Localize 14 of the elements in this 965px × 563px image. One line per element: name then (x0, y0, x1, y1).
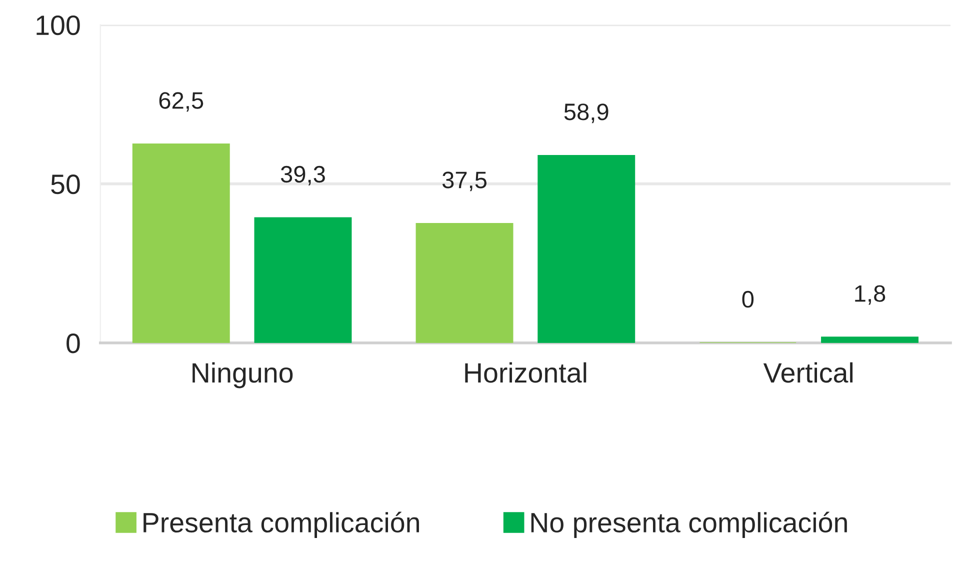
data-label: 58,9 (564, 104, 608, 124)
data-label: 1,8 (855, 285, 886, 305)
data-label: 39,3 (280, 166, 325, 186)
data-label: 0 (742, 290, 754, 308)
y-tick-label: 100 (36, 15, 80, 36)
y-tick-label: 50 (51, 174, 80, 194)
data-label: 37,5 (442, 172, 487, 192)
y-tick-label: 0 (66, 334, 80, 354)
data-label: 62,5 (159, 92, 204, 112)
legend-label: No presenta complicación (531, 512, 847, 538)
x-tick-label: Vertical (763, 362, 853, 383)
legend-label: Presenta complicación (144, 512, 419, 538)
x-tick-label: Horizontal (465, 362, 586, 383)
x-tick-label: Ninguno (192, 362, 293, 388)
